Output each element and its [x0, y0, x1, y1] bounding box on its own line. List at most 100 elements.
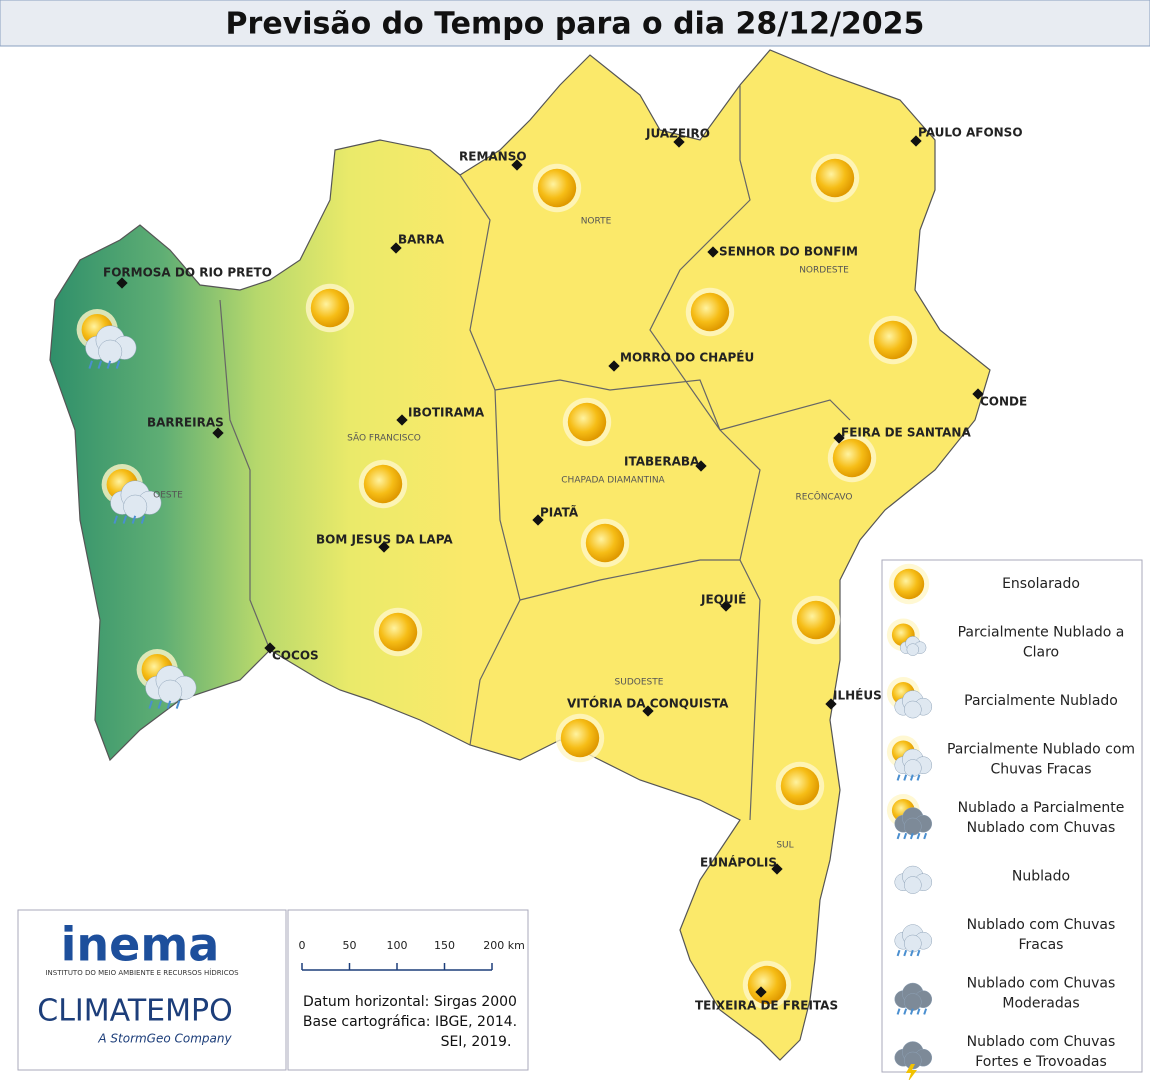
rain-drop [903, 949, 908, 957]
city-marker [707, 246, 719, 258]
cloud [158, 679, 183, 704]
sun [893, 568, 925, 600]
city-marker [532, 514, 544, 526]
cloud [904, 700, 922, 719]
city-marker [720, 600, 732, 612]
city-marker [695, 460, 707, 472]
rain-drop [916, 774, 921, 781]
city-marker [390, 242, 402, 254]
cloud [123, 494, 148, 519]
climatempo-logo: CLIMATEMPO [37, 994, 232, 1029]
city-label: ITABERABA [624, 455, 700, 469]
scale-label: 150 [434, 939, 455, 952]
sun [537, 168, 577, 208]
city-label: FEIRA DE SANTANA [841, 426, 971, 440]
city-marker [264, 642, 276, 654]
rain-drop [923, 832, 928, 840]
city-marker [833, 432, 845, 444]
rain-drop [903, 774, 908, 781]
region-label: SUL [776, 841, 793, 851]
legend-label: Nublado com Chuvas Fracas [967, 917, 1116, 953]
cloud [904, 993, 922, 1011]
city-label: REMANSO [459, 150, 527, 164]
rain-drop [166, 700, 172, 709]
city-marker [910, 135, 922, 147]
legend-label: Parcialmente Nublado com Chuvas Fracas [947, 742, 1135, 778]
scale-label: 100 [387, 939, 408, 952]
city-label: ILHÉUS [833, 688, 882, 703]
city-label: BARREIRAS [147, 416, 224, 430]
city-label: CONDE [980, 395, 1027, 409]
climatempo-tagline: A StormGeo Company [97, 1032, 232, 1046]
city-label: VITÓRIA DA CONQUISTA [567, 696, 729, 711]
sun [310, 288, 350, 328]
legend-label: Ensolarado [1002, 576, 1080, 592]
rain-drop [97, 360, 103, 369]
sun [690, 292, 730, 332]
city-marker [673, 136, 685, 148]
sun [378, 612, 418, 652]
rain-drop [896, 774, 901, 781]
rain-drop [896, 1008, 901, 1015]
rain-drop [896, 832, 901, 840]
city-label: IBOTIRAMA [408, 406, 485, 420]
scale-label: 50 [343, 939, 357, 952]
city-label: TEIXEIRA DE FREITAS [695, 999, 838, 1013]
sun [567, 402, 607, 442]
title: Previsão do Tempo para o dia 28/12/2025 [226, 7, 925, 42]
lightning [906, 1064, 917, 1082]
title-bar [0, 0, 1150, 47]
city-marker [771, 863, 783, 875]
cloud [98, 339, 123, 364]
city-marker [511, 159, 523, 171]
city-label: PIATÃ [540, 505, 579, 520]
inema-subtitle: INSTITUTO DO MEIO AMBIENTE E RECURSOS HÍ… [45, 968, 239, 977]
city-marker [972, 388, 984, 400]
city-label: PAULO AFONSO [918, 126, 1023, 140]
rain-drop [113, 515, 118, 524]
region-borders [219, 85, 851, 821]
sun [796, 600, 836, 640]
rain-drop [115, 360, 121, 369]
city-marker [642, 705, 654, 717]
city-label: JEQUIÉ [700, 592, 746, 607]
sun [560, 718, 600, 758]
region-label: RECÔNCAVO [796, 491, 853, 503]
cloud [904, 759, 922, 777]
city-marker [825, 698, 837, 710]
cloud [906, 643, 920, 656]
sun [832, 438, 872, 478]
rain-drop [909, 949, 914, 957]
city-marker [378, 541, 390, 553]
city-marker [212, 427, 224, 439]
rain-drop [909, 1008, 914, 1015]
rain-drop [148, 700, 153, 709]
legend-label: Nublado com Chuvas Fortes e Trovoadas [967, 1034, 1116, 1070]
rain-drop [131, 515, 137, 524]
region-label: SUDOESTE [615, 678, 664, 688]
scale-label: 200 km [483, 939, 525, 952]
cloud [904, 934, 922, 953]
legend-label: Parcialmente Nublado a Claro [958, 625, 1125, 661]
scale-box [287, 909, 529, 1071]
sun [815, 158, 855, 198]
city-label: BARRA [398, 233, 445, 247]
map-note: Datum horizontal: Sirgas 2000 [303, 994, 517, 1010]
sun [780, 766, 820, 806]
city-label: BOM JESUS DA LAPA [316, 533, 453, 547]
cloud [904, 817, 922, 836]
city-label: JUAZEIRO [645, 127, 710, 141]
city-label: MORRO DO CHAPÉU [620, 350, 754, 365]
city-marker [608, 360, 620, 372]
rain-drop [916, 832, 921, 840]
rain-drop [157, 700, 163, 709]
sun [873, 320, 913, 360]
city-label: FORMOSA DO RIO PRETO [103, 266, 272, 280]
legend-label: Nublado a Parcialmente Nublado com Chuvas [958, 800, 1125, 836]
region-label: SÃO FRANCISCO [347, 433, 421, 444]
rain-drop [122, 515, 128, 524]
map-note: Base cartográfica: IBGE, 2014. [303, 1014, 517, 1030]
region-label: NORTE [581, 217, 612, 227]
region-label: CHAPADA DIAMANTINA [561, 476, 665, 486]
